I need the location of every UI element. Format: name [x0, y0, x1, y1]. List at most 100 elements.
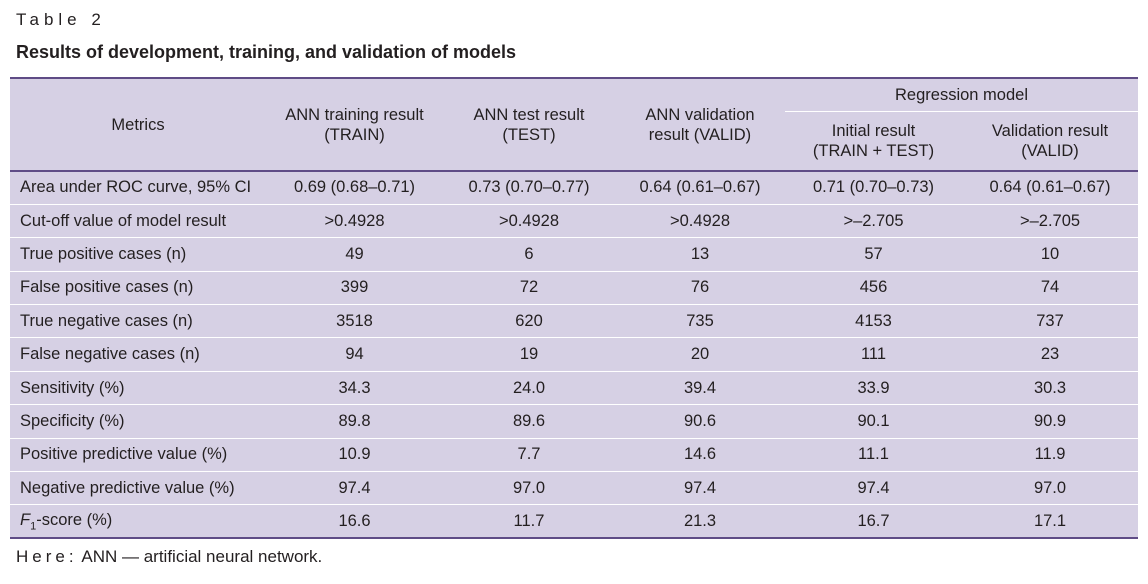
table-row: True positive cases (n) 49 6 13 57 10: [10, 237, 1139, 271]
header-regression-group: Regression model: [785, 78, 1139, 112]
table-title: Results of development, training, and va…: [16, 42, 517, 62]
value-cell: 735: [686, 311, 714, 330]
value-cell: 89.6: [512, 411, 546, 430]
metric-cell: Positive predictive value (%): [20, 445, 228, 464]
value-cell: >0.4928: [669, 211, 731, 230]
value-cell: 0.64 (0.61–0.67): [989, 178, 1111, 197]
value-cell: 97.4: [338, 478, 371, 497]
value-cell: 20: [690, 345, 710, 364]
header-reg-valid-line1: Validation result: [991, 122, 1109, 140]
value-cell: >–2.705: [843, 211, 904, 230]
table-footnote: Here: ANN — artificial neural network.: [16, 547, 322, 567]
value-cell: 19: [519, 345, 539, 364]
metric-cell: Sensitivity (%): [20, 378, 125, 397]
value-cell: 399: [340, 278, 369, 297]
header-reg-valid: Validation result (VALID): [962, 112, 1138, 172]
metric-cell: Negative predictive value (%): [20, 478, 235, 497]
value-cell: 90.9: [1033, 411, 1067, 430]
value-cell: 34.3: [338, 378, 371, 397]
value-cell: 13: [690, 244, 710, 263]
header-ann-train-line2: (TRAIN): [324, 125, 385, 144]
metric-cell: Specificity (%): [20, 411, 125, 430]
table-row: False positive cases (n) 399 72 76 456 7…: [10, 271, 1139, 304]
header-ann-train: ANN training result (TRAIN): [266, 78, 443, 171]
metric-cell: True negative cases (n): [20, 311, 193, 330]
table-row: F1-score (%) 16.6 11.7 21.3 16.7 17.1: [10, 504, 1139, 539]
table-row: Area under ROC curve, 95% CI 0.69 (0.68–…: [10, 171, 1139, 204]
value-cell: >–2.705: [1019, 211, 1081, 230]
value-cell: 14.6: [683, 445, 717, 464]
table-row: Positive predictive value (%) 10.9 7.7 1…: [10, 438, 1139, 471]
header-ann-train-line1: ANN training result: [285, 105, 424, 124]
header-reg-valid-line2: (VALID): [1021, 142, 1079, 160]
value-cell: 11.7: [513, 511, 545, 530]
value-cell: 94: [345, 345, 364, 364]
table-row: Negative predictive value (%) 97.4 97.0 …: [10, 471, 1139, 505]
value-cell: >0.4928: [498, 211, 560, 230]
value-cell: 0.69 (0.68–0.71): [293, 178, 416, 197]
value-cell: 24.0: [512, 378, 546, 397]
value-cell: 0.64 (0.61–0.67): [639, 178, 761, 197]
metric-cell-f1-score: F1-score (%): [10, 505, 266, 538]
value-cell: 30.3: [1033, 378, 1067, 397]
value-cell: 33.9: [857, 378, 890, 397]
value-cell: 4153: [855, 311, 892, 330]
metric-cell: Area under ROC curve, 95% CI: [20, 178, 252, 197]
value-cell: 97.0: [512, 478, 546, 497]
value-cell: 17.1: [1033, 511, 1067, 530]
header-ann-test-line1: ANN test result: [473, 105, 585, 124]
value-cell: 737: [1036, 311, 1064, 330]
value-cell: >0.4928: [324, 211, 385, 230]
metric-cell: False positive cases (n): [20, 278, 194, 297]
table-row: Cut-off value of model result >0.4928 >0…: [10, 204, 1139, 237]
header-reg-initial-line1: Initial result: [831, 122, 916, 140]
results-table-container: Metrics ANN training result (TRAIN) ANN …: [10, 77, 1139, 540]
value-cell: 89.8: [338, 411, 371, 430]
table-row: True negative cases (n) 3518 620 735 415…: [10, 304, 1139, 338]
value-cell: 74: [1040, 278, 1060, 297]
header-ann-valid-line1: ANN validation: [645, 105, 755, 124]
value-cell: 10.9: [338, 445, 371, 464]
value-cell: 6: [524, 244, 534, 263]
f1-letter: F: [20, 510, 31, 529]
value-cell: 97.4: [857, 478, 890, 497]
header-ann-valid: ANN validation result (VALID): [615, 78, 785, 171]
value-cell: 72: [519, 278, 539, 297]
value-cell: 7.7: [517, 445, 541, 464]
value-cell: 57: [864, 244, 883, 263]
value-cell: 11.9: [1034, 445, 1066, 464]
value-cell: 90.6: [683, 411, 717, 430]
value-cell: 620: [515, 311, 543, 330]
header-metrics: Metrics: [111, 115, 165, 134]
value-cell: 16.6: [338, 511, 371, 530]
value-cell: 76: [690, 278, 710, 297]
value-cell: 23: [1040, 345, 1060, 364]
value-cell: 16.7: [857, 511, 890, 530]
value-cell: 90.1: [857, 411, 890, 430]
value-cell: 456: [859, 278, 888, 297]
header-reg-initial-line2: (TRAIN + TEST): [812, 142, 935, 160]
f1-subscript: 1: [30, 520, 37, 532]
metric-cell: True positive cases (n): [20, 244, 187, 263]
value-cell: 49: [345, 244, 364, 263]
header-ann-valid-line2: result (VALID): [648, 125, 752, 144]
value-cell: 39.4: [683, 378, 717, 397]
footnote-here: Here:: [16, 547, 78, 566]
metric-cell: False negative cases (n): [20, 345, 200, 364]
value-cell: 3518: [336, 311, 373, 330]
value-cell: 0.73 (0.70–0.77): [468, 178, 590, 197]
footnote-text: ANN — artificial neural network.: [77, 547, 323, 566]
value-cell: 97.4: [683, 478, 717, 497]
table-row: Sensitivity (%) 34.3 24.0 39.4 33.9 30.3: [10, 371, 1139, 404]
value-cell: 11.1: [858, 445, 889, 464]
value-cell: 0.71 (0.70–0.73): [812, 178, 935, 197]
header-ann-test: ANN test result (TEST): [443, 78, 615, 171]
header-ann-test-line2: (TEST): [502, 125, 556, 144]
table-row: False negative cases (n) 94 19 20 111 23: [10, 337, 1139, 371]
results-table: Metrics ANN training result (TRAIN) ANN …: [10, 77, 1139, 540]
header-row-top: Metrics ANN training result (TRAIN) ANN …: [10, 78, 1139, 144]
value-cell: 97.0: [1033, 478, 1067, 497]
value-cell: 10: [1040, 244, 1060, 263]
f1-rest: -score (%): [36, 510, 113, 529]
header-reg-initial: Initial result (TRAIN + TEST): [785, 112, 962, 172]
